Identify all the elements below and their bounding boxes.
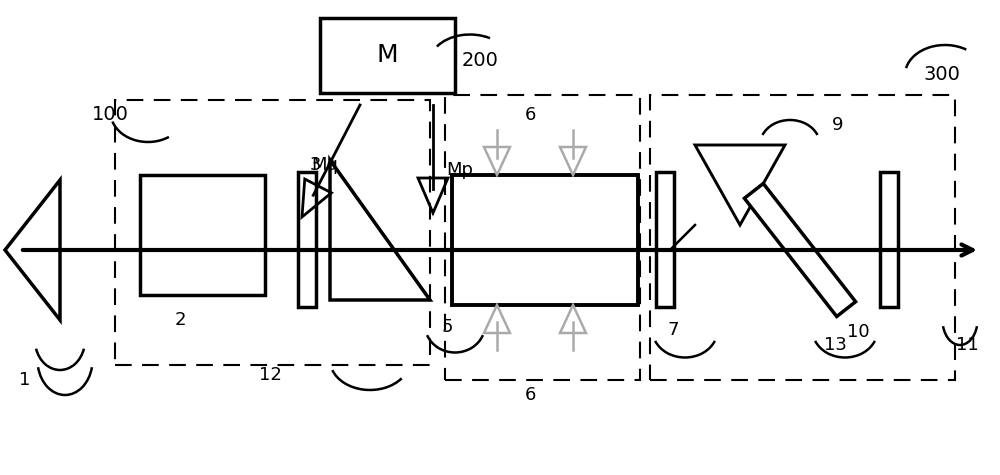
Text: 1: 1: [19, 371, 31, 389]
Text: 10: 10: [847, 323, 869, 341]
Text: 13: 13: [824, 336, 846, 354]
Polygon shape: [744, 183, 856, 316]
Text: Mq: Mq: [312, 156, 338, 174]
Text: 200: 200: [462, 50, 498, 69]
Text: 7: 7: [667, 321, 679, 339]
Text: 5: 5: [441, 318, 453, 336]
Text: Mp: Mp: [446, 161, 474, 179]
Text: 9: 9: [832, 116, 844, 134]
Text: M: M: [376, 43, 398, 67]
Bar: [656, 172, 674, 307]
Text: 2: 2: [174, 311, 186, 329]
Text: 300: 300: [924, 66, 960, 85]
Text: 6: 6: [524, 386, 536, 404]
Text: 12: 12: [259, 366, 281, 384]
Text: 3: 3: [309, 156, 321, 174]
Bar: [298, 172, 316, 307]
Bar: [880, 172, 898, 307]
Bar: [140, 175, 265, 295]
Text: 11: 11: [956, 336, 978, 354]
Text: 100: 100: [92, 105, 128, 124]
Text: 6: 6: [524, 106, 536, 124]
Bar: [452, 175, 638, 305]
Bar: [320, 18, 455, 93]
